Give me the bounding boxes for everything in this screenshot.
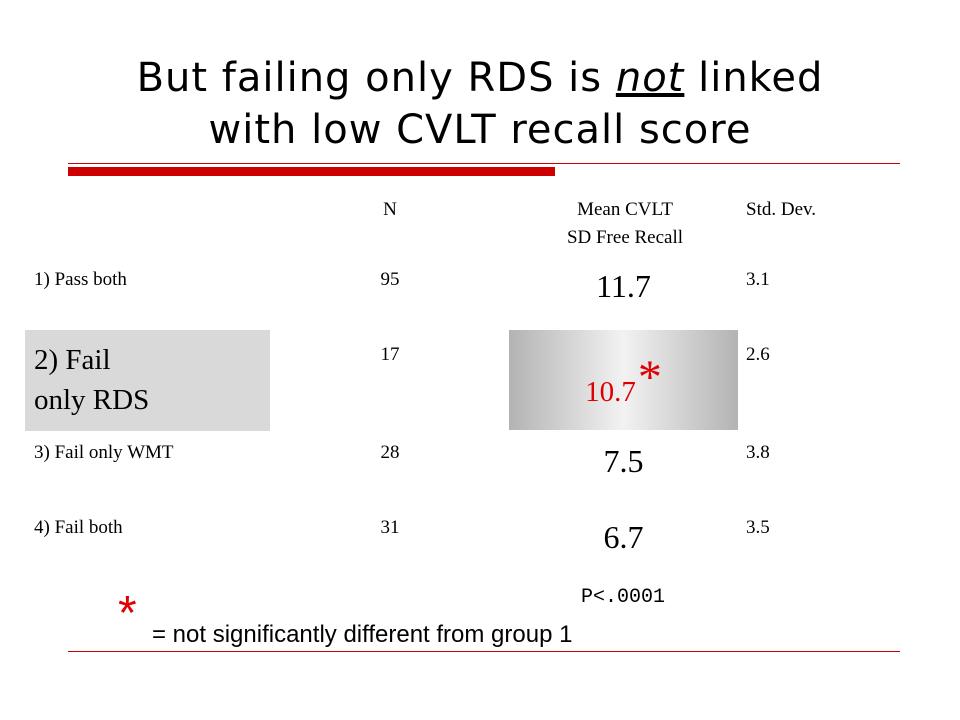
row2-mean-value: 10.7 <box>585 376 636 408</box>
row2-group-line-1: 2) Fail <box>34 344 111 376</box>
row1-mean: 11.7 <box>596 268 651 304</box>
bottom-divider-line <box>68 651 900 652</box>
significance-asterisk: * <box>637 351 662 404</box>
row4-mean: 6.7 <box>603 519 644 555</box>
header-n: N <box>383 199 397 220</box>
title-line-1-after: linked <box>684 55 824 101</box>
title-divider-line <box>68 163 900 164</box>
row4-group: 4) Fail both <box>34 517 123 538</box>
title-line-2: with low CVLT recall score <box>208 107 752 153</box>
footnote-text: = not significantly different from group… <box>152 621 573 648</box>
footnote-asterisk: * <box>118 587 137 640</box>
header-mean-line-1: Mean CVLT <box>577 199 673 220</box>
row1-n: 95 <box>380 269 400 290</box>
row2-group: 2) Fail only RDS <box>34 340 149 420</box>
row4-sd: 3.5 <box>746 517 770 538</box>
header-mean-line-2: SD Free Recall <box>566 227 684 248</box>
title-accent-bar <box>68 167 555 176</box>
row2-mean-highlight <box>509 330 738 430</box>
slide-title: But failing only RDS is not linked with … <box>60 52 900 156</box>
row2-mean: 10.7* <box>509 354 738 410</box>
row3-mean: 7.5 <box>603 443 644 479</box>
row1-group: 1) Pass both <box>34 269 127 290</box>
row3-sd: 3.8 <box>746 442 770 463</box>
title-emphasis: not <box>615 55 685 101</box>
row2-group-highlight <box>25 330 270 431</box>
row3-n: 28 <box>380 442 400 463</box>
row2-n: 17 <box>380 344 400 365</box>
row3-group: 3) Fail only WMT <box>34 442 174 463</box>
row2-group-line-2: only RDS <box>34 384 150 416</box>
title-line-1-before: But failing only RDS is <box>136 55 616 101</box>
p-value: P<.0001 <box>580 586 665 609</box>
row2-sd: 2.6 <box>746 344 770 365</box>
header-std-dev: Std. Dev. <box>746 199 817 220</box>
title-line-1: But failing only RDS is not linked <box>60 52 900 104</box>
row4-n: 31 <box>380 517 400 538</box>
row1-sd: 3.1 <box>746 269 770 290</box>
